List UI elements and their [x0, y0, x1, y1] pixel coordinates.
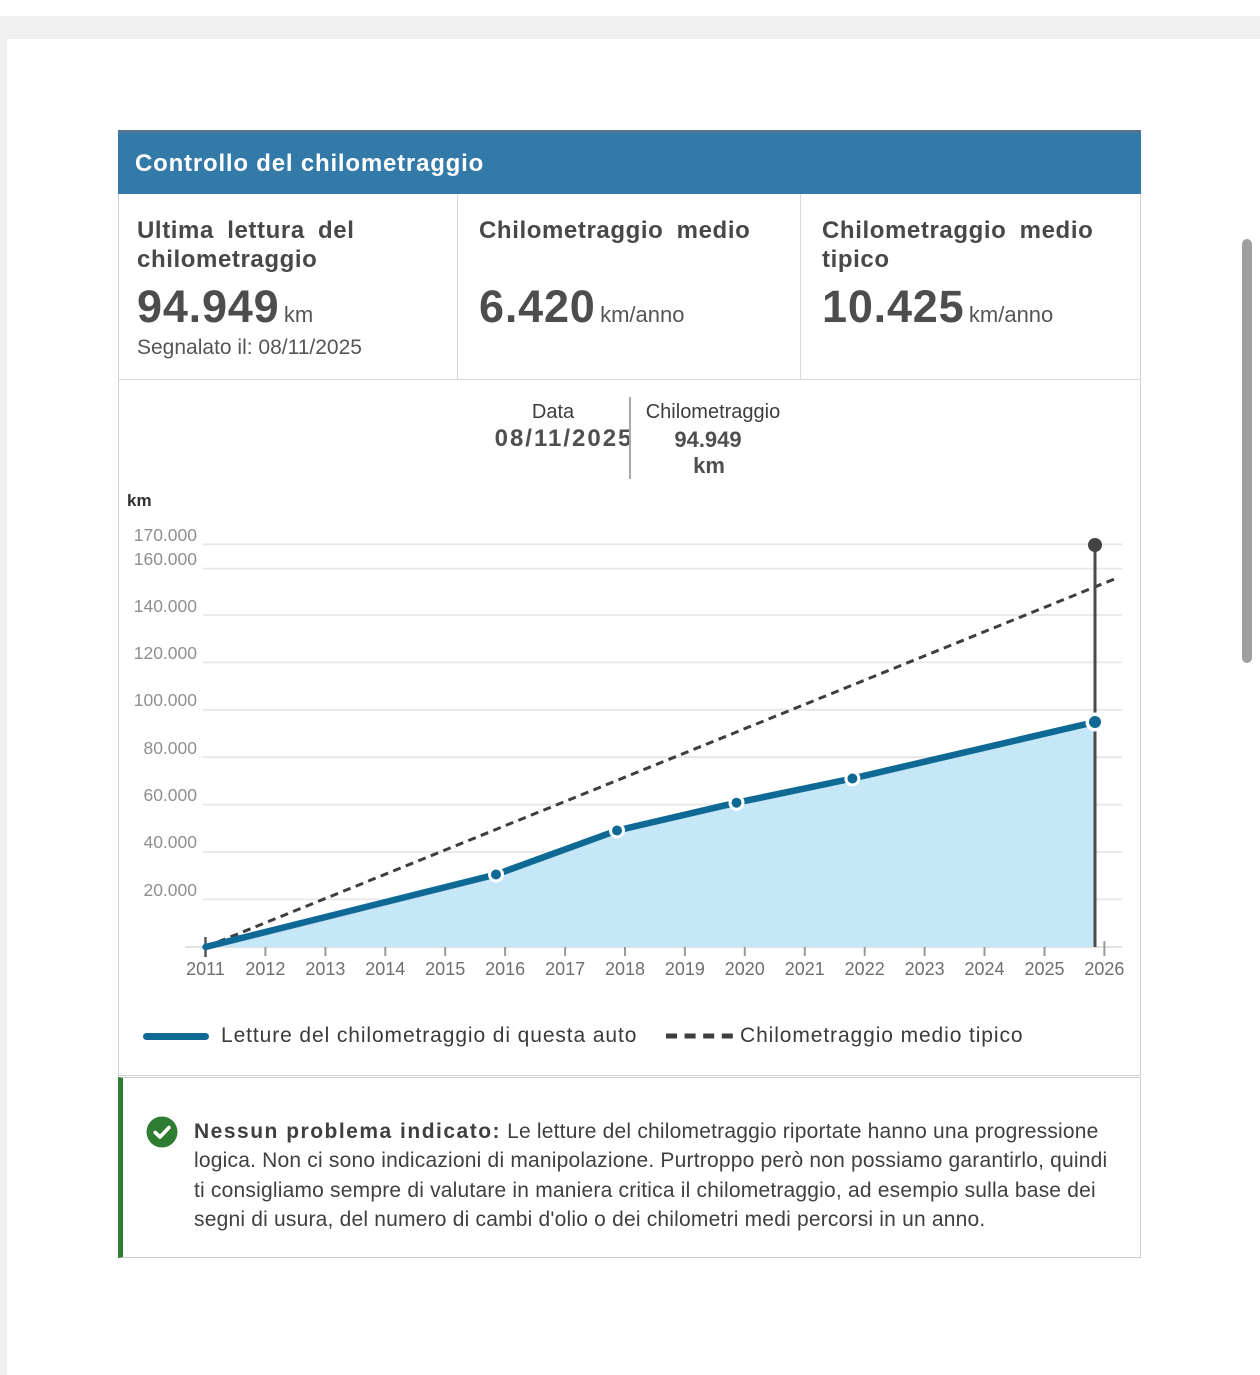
svg-text:2016: 2016 [485, 959, 525, 979]
svg-text:100.000: 100.000 [134, 690, 198, 710]
svg-text:2024: 2024 [964, 959, 1004, 979]
svg-text:2012: 2012 [245, 959, 285, 979]
svg-text:2019: 2019 [665, 959, 705, 979]
svg-text:2014: 2014 [365, 959, 405, 979]
svg-text:km: km [127, 491, 152, 510]
svg-text:170.000: 170.000 [134, 525, 198, 545]
svg-text:2020: 2020 [725, 959, 765, 979]
svg-text:2017: 2017 [545, 959, 585, 979]
svg-text:60.000: 60.000 [143, 785, 197, 805]
svg-text:140.000: 140.000 [134, 596, 198, 616]
svg-text:2025: 2025 [1024, 959, 1064, 979]
svg-text:2018: 2018 [605, 959, 645, 979]
svg-text:2023: 2023 [905, 959, 945, 979]
svg-text:40.000: 40.000 [143, 832, 197, 852]
svg-text:2011: 2011 [186, 959, 225, 979]
svg-text:2013: 2013 [305, 959, 345, 979]
svg-text:80.000: 80.000 [143, 738, 197, 758]
svg-text:120.000: 120.000 [134, 643, 198, 663]
svg-text:2026: 2026 [1084, 959, 1124, 979]
svg-text:160.000: 160.000 [134, 549, 198, 569]
svg-text:2022: 2022 [845, 959, 885, 979]
svg-text:2021: 2021 [785, 959, 825, 979]
svg-text:2015: 2015 [425, 959, 465, 979]
svg-text:20.000: 20.000 [143, 880, 197, 900]
